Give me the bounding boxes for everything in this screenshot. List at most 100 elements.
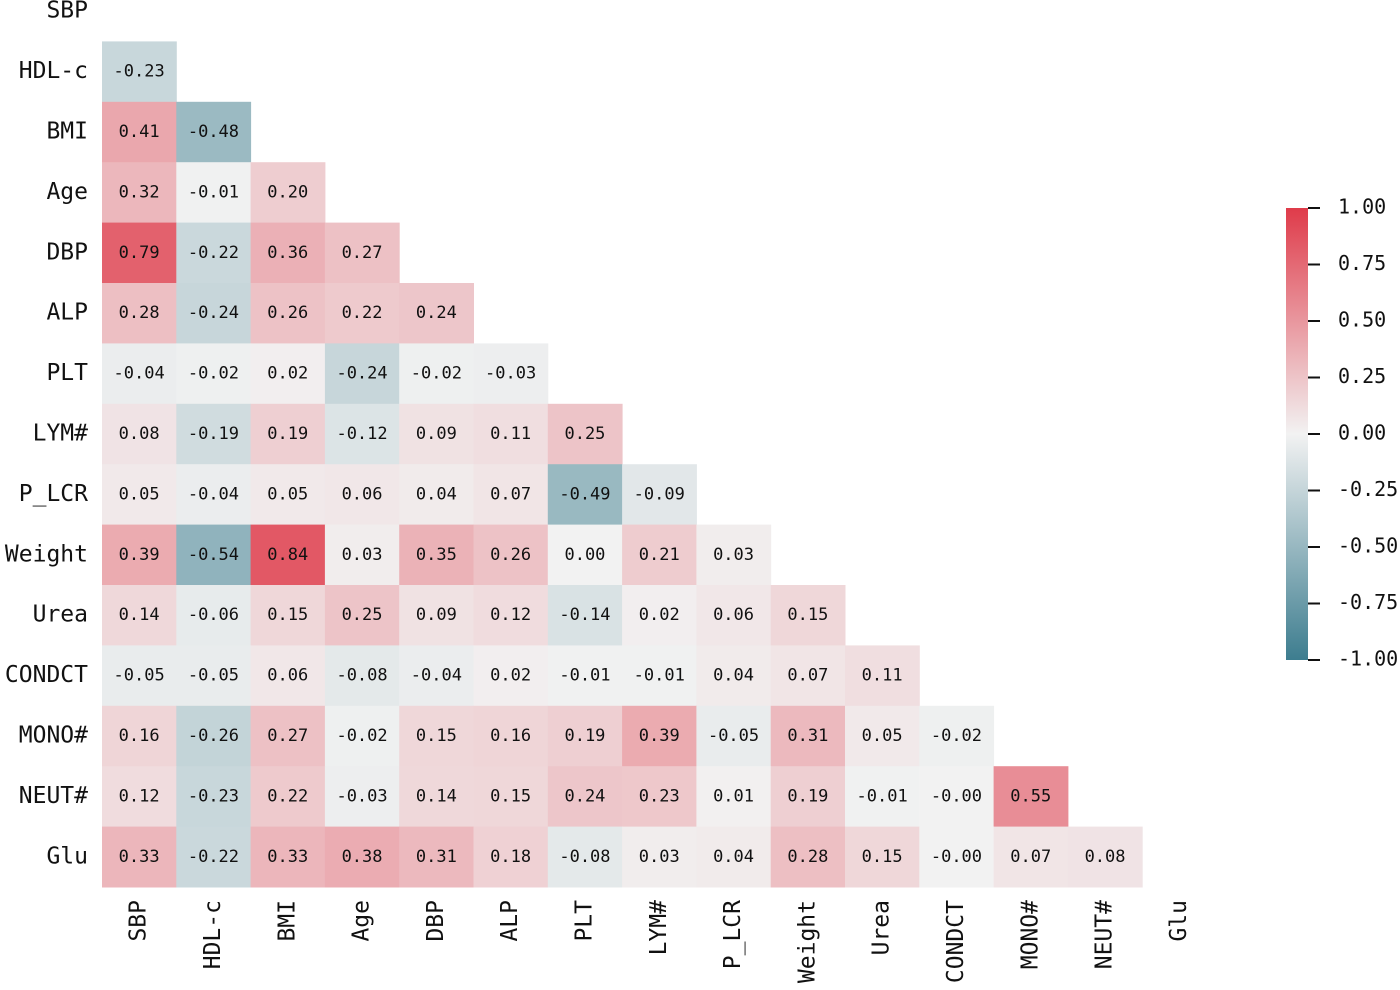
cell-label: -0.08 xyxy=(336,666,387,686)
cell-label: -0.01 xyxy=(857,786,908,806)
cell-label: -0.23 xyxy=(114,62,165,82)
cell xyxy=(324,826,400,888)
cell xyxy=(250,826,326,888)
cell-label: 0.06 xyxy=(342,484,383,504)
cell-label: -0.04 xyxy=(411,666,462,686)
column-label: Weight xyxy=(794,900,820,983)
cell xyxy=(176,283,252,344)
cell xyxy=(250,645,326,707)
cell xyxy=(622,826,697,888)
column-label: Glu xyxy=(1166,900,1192,942)
cell xyxy=(696,585,772,646)
cell xyxy=(399,343,474,405)
cell-label: -0.48 xyxy=(188,122,239,142)
cell-label: 0.41 xyxy=(119,122,160,142)
row-label: LYM# xyxy=(33,421,89,447)
cell-label: -0.19 xyxy=(188,424,239,444)
cell xyxy=(324,524,400,586)
cell xyxy=(473,766,549,828)
row-label: ALP xyxy=(46,300,88,326)
cell-label: 0.19 xyxy=(787,786,828,806)
column-label: P_LCR xyxy=(720,900,746,969)
cell-label: 0.24 xyxy=(416,303,457,323)
cell xyxy=(993,766,1069,828)
cell-label: -0.02 xyxy=(336,726,387,746)
cell xyxy=(770,766,846,828)
cell-label: 0.16 xyxy=(119,726,160,746)
cell-label: 0.01 xyxy=(713,786,754,806)
cell xyxy=(473,705,549,767)
cell xyxy=(176,705,252,767)
colorbar-tick-label: 1.00 xyxy=(1338,195,1386,219)
cell-label: 0.31 xyxy=(416,847,457,867)
cell-label: -0.02 xyxy=(188,364,239,384)
cell xyxy=(547,585,623,646)
cell-label: 0.27 xyxy=(267,726,308,746)
cell-label: 0.11 xyxy=(490,424,531,444)
cell xyxy=(176,403,252,465)
cell xyxy=(622,645,697,707)
cell xyxy=(473,826,549,888)
cell-label: 0.09 xyxy=(416,605,457,625)
cell-label: 0.03 xyxy=(713,545,754,565)
cell xyxy=(176,645,252,707)
cell xyxy=(547,645,623,707)
cell-label: 0.08 xyxy=(119,424,160,444)
cell-label: 0.28 xyxy=(787,847,828,867)
cell xyxy=(919,826,995,888)
cell-label: 0.33 xyxy=(119,847,160,867)
cell-label: 0.31 xyxy=(787,726,828,746)
cell-label: 0.08 xyxy=(1085,847,1126,867)
column-label: Urea xyxy=(869,900,895,955)
cell-label: -0.49 xyxy=(559,484,610,504)
cell-label: 0.11 xyxy=(862,666,903,686)
row-label: MONO# xyxy=(19,723,88,749)
colorbar-tick-label: 0.25 xyxy=(1338,364,1386,388)
cell-label: 0.35 xyxy=(416,545,457,565)
cell-label: 0.00 xyxy=(564,545,605,565)
row-label: Age xyxy=(46,179,88,205)
column-label: CONDCT xyxy=(943,900,969,983)
cell xyxy=(547,464,623,526)
cell xyxy=(845,826,920,888)
cell xyxy=(250,766,326,828)
cell-label: 0.24 xyxy=(564,786,605,806)
cell-label: 0.02 xyxy=(267,364,308,384)
cell xyxy=(176,464,252,526)
cell xyxy=(102,826,177,888)
row-label: P_LCR xyxy=(19,481,88,507)
cell xyxy=(399,826,474,888)
cell xyxy=(250,524,326,586)
cell-label: 0.15 xyxy=(267,605,308,625)
cell-label: 0.14 xyxy=(119,605,160,625)
cell xyxy=(324,645,400,707)
cell-label: 0.14 xyxy=(416,786,457,806)
cell xyxy=(399,403,474,465)
cell xyxy=(399,585,474,646)
cell-label: -0.03 xyxy=(336,786,387,806)
cell-label: 0.32 xyxy=(119,182,160,202)
cell-label: 0.25 xyxy=(342,605,383,625)
cell xyxy=(102,403,177,465)
cell-label: -0.02 xyxy=(411,364,462,384)
cell-label: -0.00 xyxy=(931,847,982,867)
cell-label: 0.25 xyxy=(564,424,605,444)
cell-label: 0.36 xyxy=(267,243,308,263)
cell-label: 0.55 xyxy=(1010,786,1051,806)
cell-label: -0.08 xyxy=(559,847,610,867)
cell-label: -0.09 xyxy=(634,484,685,504)
cell-label: -0.06 xyxy=(188,605,239,625)
cell xyxy=(102,222,177,284)
cell xyxy=(176,585,252,646)
column-label: HDL-c xyxy=(200,900,226,969)
cell xyxy=(399,645,474,707)
cell xyxy=(622,524,697,586)
cell-label: -0.22 xyxy=(188,243,239,263)
cell xyxy=(176,222,252,284)
cell xyxy=(399,705,474,767)
cell xyxy=(250,222,326,284)
cell xyxy=(250,162,326,224)
cell xyxy=(547,766,623,828)
cell-label: -0.01 xyxy=(188,182,239,202)
